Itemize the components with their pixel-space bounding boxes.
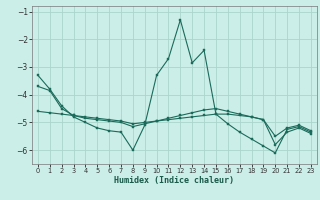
X-axis label: Humidex (Indice chaleur): Humidex (Indice chaleur) bbox=[115, 176, 234, 185]
